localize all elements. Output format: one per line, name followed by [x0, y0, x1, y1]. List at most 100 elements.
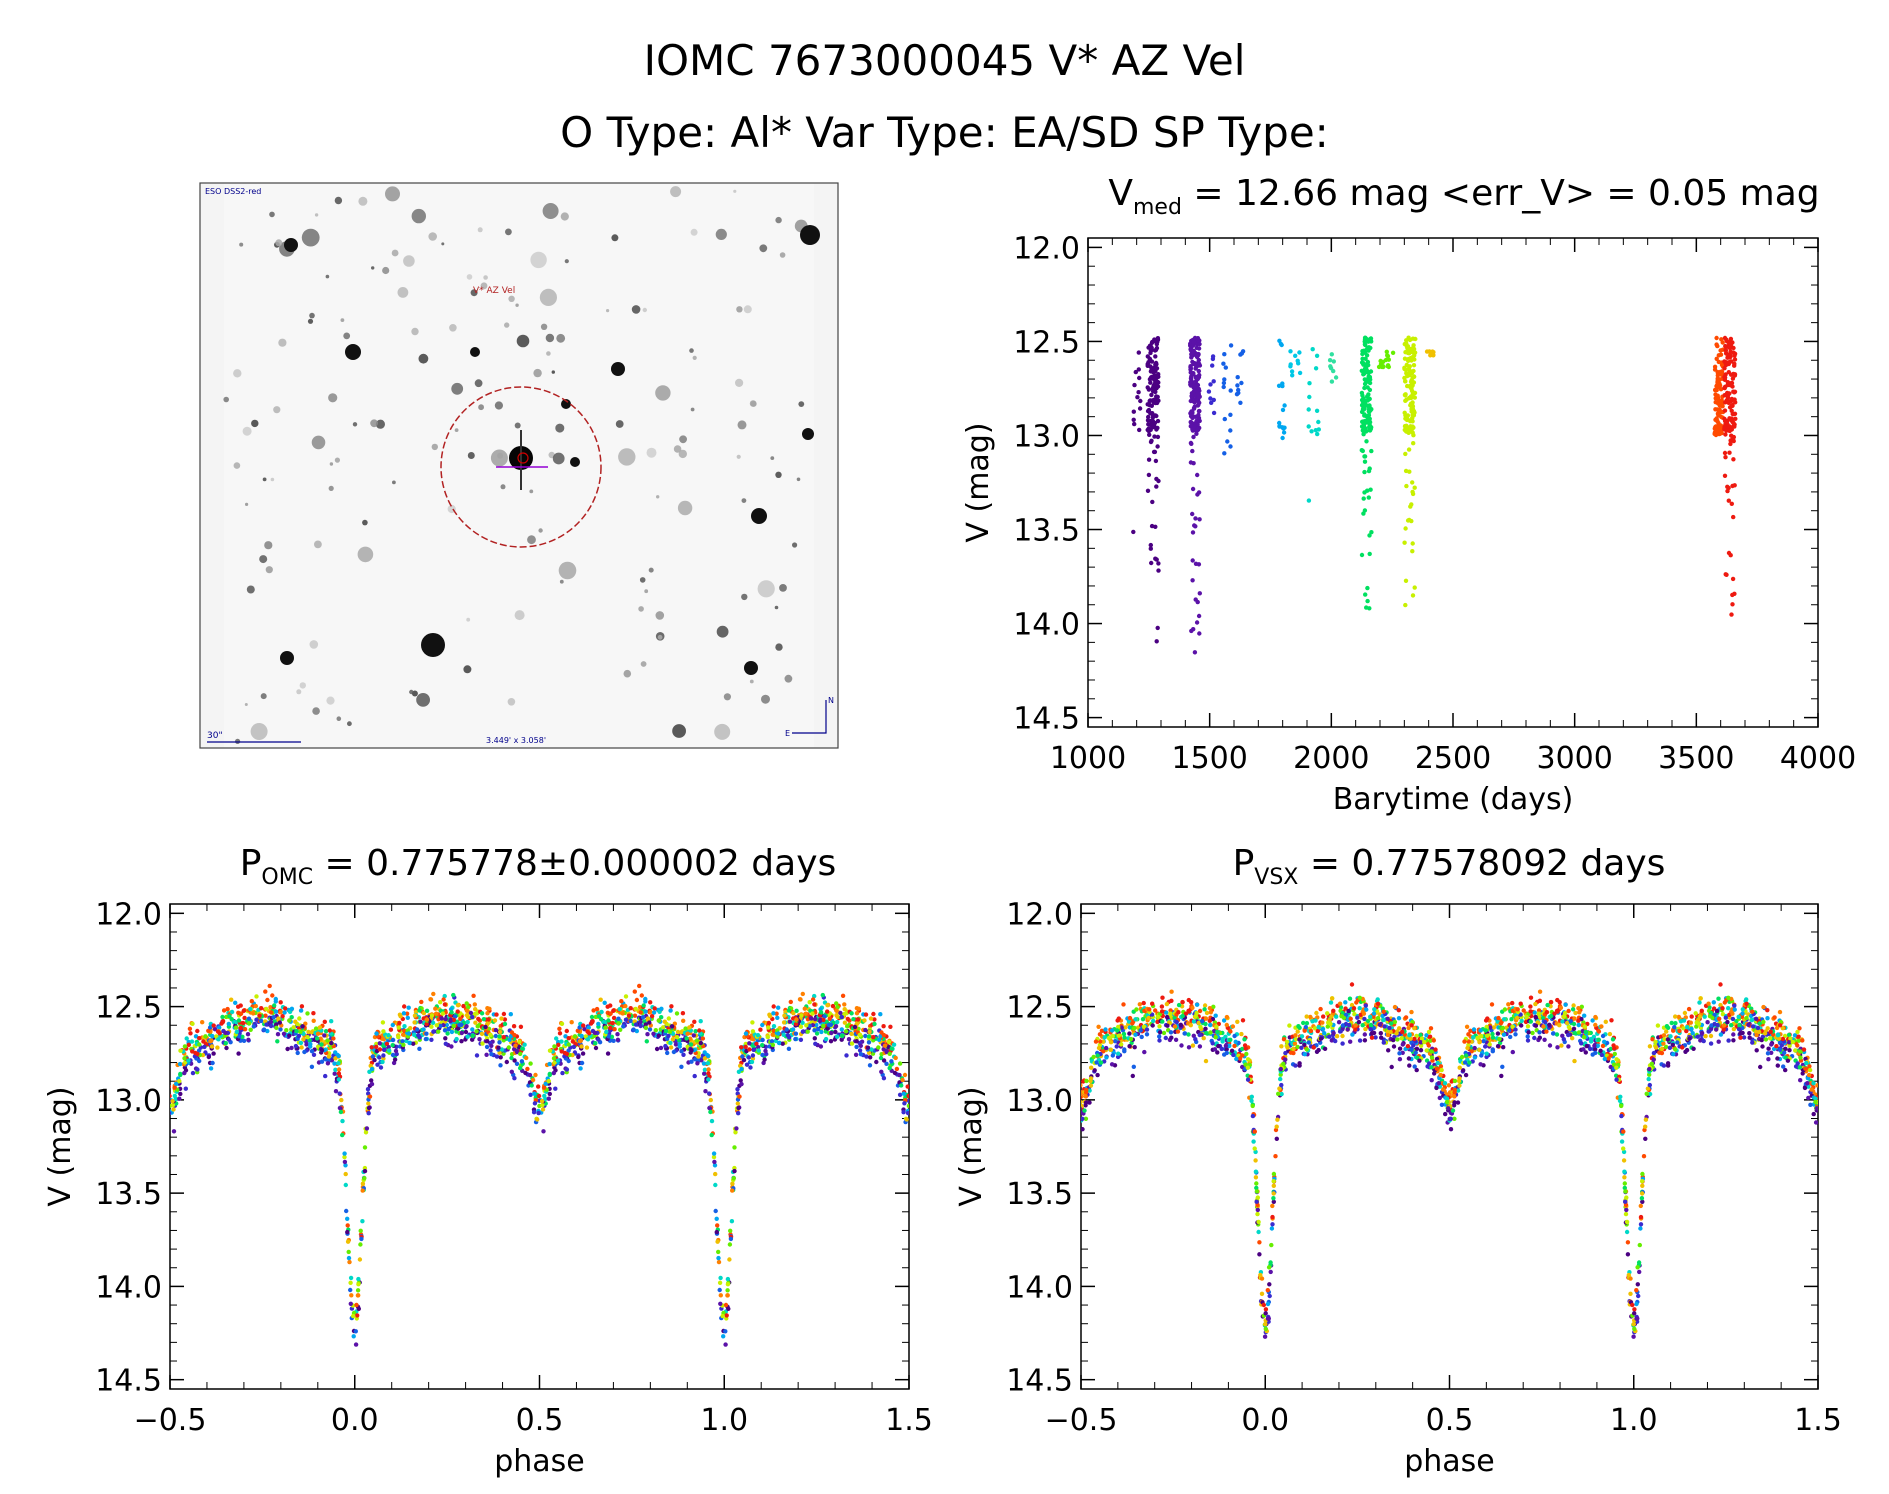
phase-point — [835, 1014, 840, 1020]
finder-star — [326, 696, 335, 705]
lightcurve-point — [1403, 468, 1409, 474]
phase-point — [851, 1017, 856, 1022]
phase-point — [609, 1034, 615, 1040]
phase-point — [756, 1048, 761, 1053]
lightcurve-point — [1150, 398, 1156, 403]
phase-point — [658, 1045, 664, 1051]
lightcurve-point — [1407, 372, 1412, 378]
phase-point — [498, 1063, 503, 1068]
phase-point — [1706, 1029, 1711, 1034]
lightcurve-point — [1727, 391, 1732, 396]
phase-point — [632, 1013, 638, 1018]
phase-point — [834, 1008, 839, 1013]
chart-title-subscript: VSX — [1254, 865, 1298, 890]
lightcurve-point — [1191, 424, 1197, 429]
lightcurve-point — [1196, 490, 1202, 495]
phase-point — [438, 1023, 443, 1029]
phase-point — [197, 1042, 202, 1047]
phase-point — [1198, 1024, 1203, 1030]
finder-bright-star — [751, 508, 767, 524]
phase-point — [444, 1022, 449, 1028]
lightcurve-point — [1146, 387, 1152, 392]
phase-point — [178, 1048, 183, 1053]
phase-point — [711, 1154, 717, 1160]
phase-point — [355, 1288, 361, 1293]
phase-point — [767, 1014, 773, 1019]
phase-point — [1720, 1012, 1726, 1017]
phase-point — [289, 1015, 294, 1020]
phase-point — [369, 1078, 374, 1083]
phase-point — [406, 1031, 411, 1036]
phase-point — [360, 1181, 366, 1186]
phase-point — [605, 1004, 610, 1009]
phase-point — [502, 1021, 508, 1027]
phase-point — [810, 1011, 815, 1016]
phase-point — [849, 1011, 854, 1016]
lightcurve-point — [1722, 450, 1728, 456]
phase-point — [730, 1181, 735, 1186]
phase-point — [793, 1036, 798, 1042]
phase-point — [319, 1042, 324, 1047]
phase-point — [329, 1040, 334, 1046]
phase-point — [663, 1043, 668, 1049]
phase-point — [663, 1028, 669, 1034]
phase-point — [498, 1055, 503, 1060]
phase-point — [1257, 1252, 1262, 1257]
finder-star — [545, 333, 555, 343]
phase-point — [189, 1039, 195, 1044]
lightcurve-point — [1309, 429, 1314, 434]
lightcurve-point — [1150, 339, 1155, 345]
lightcurve-point — [1331, 368, 1336, 374]
lightcurve-point — [1732, 361, 1737, 366]
phase-point — [441, 997, 446, 1002]
phase-point — [1625, 1240, 1631, 1245]
phase-point — [377, 1041, 382, 1046]
phase-point — [723, 1342, 728, 1347]
phase-point — [1402, 1032, 1408, 1037]
phase-point — [1283, 1057, 1288, 1062]
phase-point — [1452, 1116, 1457, 1122]
phase-point — [298, 1008, 304, 1013]
phase-point — [1312, 1026, 1318, 1031]
phase-point — [1624, 1219, 1630, 1225]
phase-point — [547, 1091, 552, 1097]
lightcurve-point — [1725, 395, 1731, 400]
finder-star — [382, 266, 390, 275]
phase-point — [1256, 1229, 1261, 1235]
phase-point — [1081, 1083, 1083, 1088]
phase-point — [509, 1069, 514, 1075]
finder-star — [244, 703, 248, 706]
phase-point — [245, 1032, 251, 1037]
phase-point — [845, 1023, 850, 1029]
phase-point — [665, 1050, 670, 1056]
phase-point — [1253, 1158, 1258, 1163]
phase-point — [769, 1039, 775, 1044]
phase-point — [788, 999, 793, 1005]
lightcurve-point — [1366, 495, 1372, 500]
lightcurve-point — [1720, 340, 1725, 345]
phase-point — [497, 1034, 502, 1039]
lightcurve-point — [1390, 350, 1396, 355]
phase-point — [1640, 1199, 1645, 1205]
lightcurve-point — [1729, 408, 1734, 413]
finder-star — [325, 274, 330, 279]
phase-point — [481, 1017, 487, 1022]
phase-point — [501, 1011, 507, 1017]
phase-point — [763, 1048, 768, 1054]
lightcurve-point — [1149, 560, 1154, 566]
lightcurve-point — [1716, 384, 1722, 390]
phase-point — [473, 1007, 478, 1012]
phase-point — [470, 1014, 475, 1020]
phase-point — [269, 1010, 274, 1015]
phase-point — [339, 1097, 344, 1103]
phase-point — [674, 1035, 680, 1040]
phase-point — [805, 1029, 810, 1034]
phase-point — [294, 1028, 299, 1034]
phase-point — [1262, 1334, 1268, 1339]
phase-point — [812, 1002, 817, 1007]
phase-point — [336, 1061, 341, 1066]
phase-point — [606, 1034, 611, 1039]
phase-point — [314, 1036, 320, 1041]
lightcurve-point — [1221, 384, 1226, 390]
lightcurve-point — [1310, 347, 1315, 352]
